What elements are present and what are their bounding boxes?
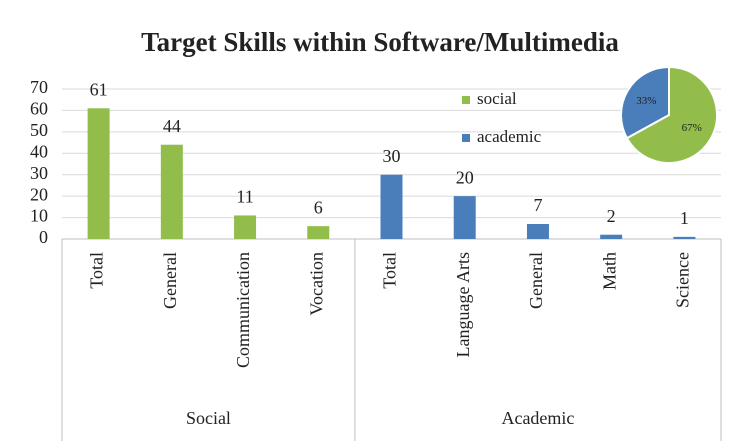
y-tick-label: 60 bbox=[30, 99, 48, 119]
pie-label: 33% bbox=[636, 95, 656, 107]
y-tick-label: 70 bbox=[30, 77, 48, 97]
chart-title: Target Skills within Software/Multimedia bbox=[141, 27, 619, 57]
pie-slice bbox=[625, 65, 718, 164]
x-tick-label: Total bbox=[87, 252, 107, 289]
bar bbox=[307, 226, 330, 239]
data-label: 2 bbox=[607, 206, 616, 226]
data-label: 6 bbox=[314, 197, 323, 217]
legend-label: academic bbox=[477, 127, 542, 146]
x-tick-label: General bbox=[526, 252, 546, 309]
data-label: 30 bbox=[383, 146, 401, 166]
x-tick-label: Science bbox=[673, 252, 693, 308]
bar bbox=[380, 174, 403, 239]
legend-swatch bbox=[462, 96, 470, 104]
bar bbox=[600, 234, 623, 239]
data-label: 11 bbox=[236, 187, 253, 207]
bar bbox=[87, 108, 110, 240]
x-tick-label: Total bbox=[380, 252, 400, 289]
bar bbox=[160, 144, 183, 239]
y-tick-label: 10 bbox=[30, 206, 48, 226]
x-tick-label: Language Arts bbox=[453, 252, 473, 357]
data-label: 44 bbox=[163, 116, 181, 136]
group-label: Social bbox=[186, 408, 231, 428]
x-tick-label: General bbox=[160, 252, 180, 309]
data-label: 61 bbox=[90, 79, 108, 99]
group-label: Academic bbox=[501, 408, 574, 428]
legend-label: social bbox=[477, 89, 517, 108]
x-tick-label: Communication bbox=[233, 252, 253, 368]
data-label: 1 bbox=[680, 208, 689, 228]
y-tick-label: 50 bbox=[30, 120, 48, 140]
y-tick-label: 20 bbox=[30, 184, 48, 204]
y-tick-label: 40 bbox=[30, 141, 48, 161]
pie-label: 67% bbox=[682, 122, 702, 134]
bar bbox=[526, 224, 549, 239]
pie-slice bbox=[620, 65, 670, 140]
bar bbox=[673, 236, 696, 239]
legend-swatch bbox=[462, 134, 470, 142]
y-tick-label: 30 bbox=[30, 163, 48, 183]
x-tick-label: Math bbox=[599, 252, 619, 290]
bar bbox=[234, 215, 257, 239]
bar bbox=[453, 196, 476, 239]
data-label: 20 bbox=[456, 167, 474, 187]
x-tick-label: Vocation bbox=[306, 252, 326, 316]
y-tick-label: 0 bbox=[39, 227, 48, 247]
data-label: 7 bbox=[533, 195, 542, 215]
